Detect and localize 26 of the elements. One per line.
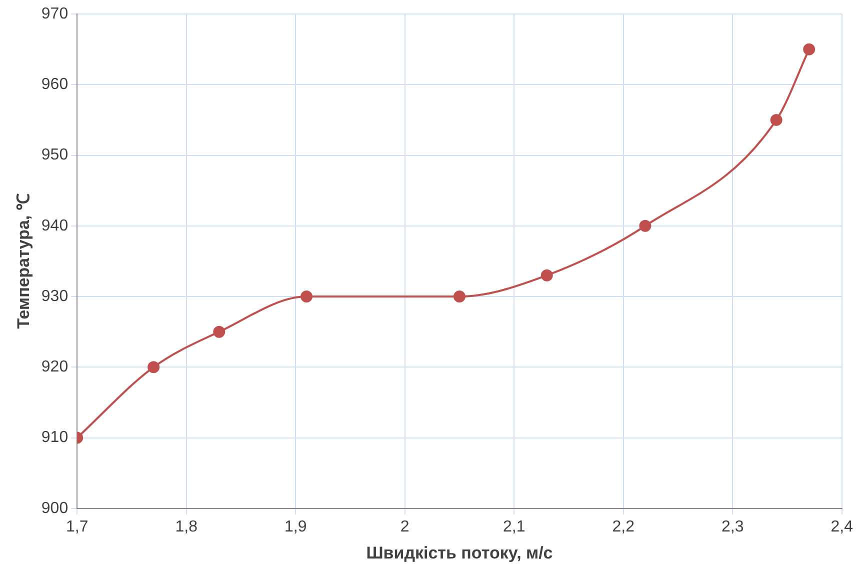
point — [453, 290, 466, 303]
y-tick-label: 950 — [41, 146, 68, 164]
point — [213, 326, 226, 338]
point — [148, 361, 160, 374]
y-tick-label: 910 — [41, 429, 68, 446]
point — [770, 114, 782, 126]
x-tick-label: 1,9 — [284, 518, 307, 536]
point — [300, 290, 313, 303]
x-tick-label: 2,2 — [612, 518, 635, 536]
x-tick-label: 2,1 — [502, 518, 526, 536]
x-tick-label: 1,7 — [66, 518, 88, 536]
x-tick-label: 2,3 — [722, 518, 744, 536]
y-tick-label: 940 — [41, 217, 68, 234]
point — [540, 269, 553, 282]
y-tick-label: 960 — [41, 76, 68, 94]
point — [639, 220, 652, 232]
y-tick-label: 920 — [41, 358, 68, 376]
y-axis-title: Температура, ℃ — [14, 194, 33, 329]
x-axis-title: Швидкість потоку, м/с — [366, 543, 553, 562]
y-tick-label: 900 — [41, 500, 68, 517]
y-tick-label: 930 — [41, 288, 68, 305]
point — [803, 43, 816, 56]
y-tick-label: 970 — [41, 5, 68, 22]
x-tick-label: 1,8 — [175, 518, 198, 536]
x-tick-label: 2 — [400, 518, 410, 536]
x-tick-label: 2,4 — [830, 518, 854, 536]
